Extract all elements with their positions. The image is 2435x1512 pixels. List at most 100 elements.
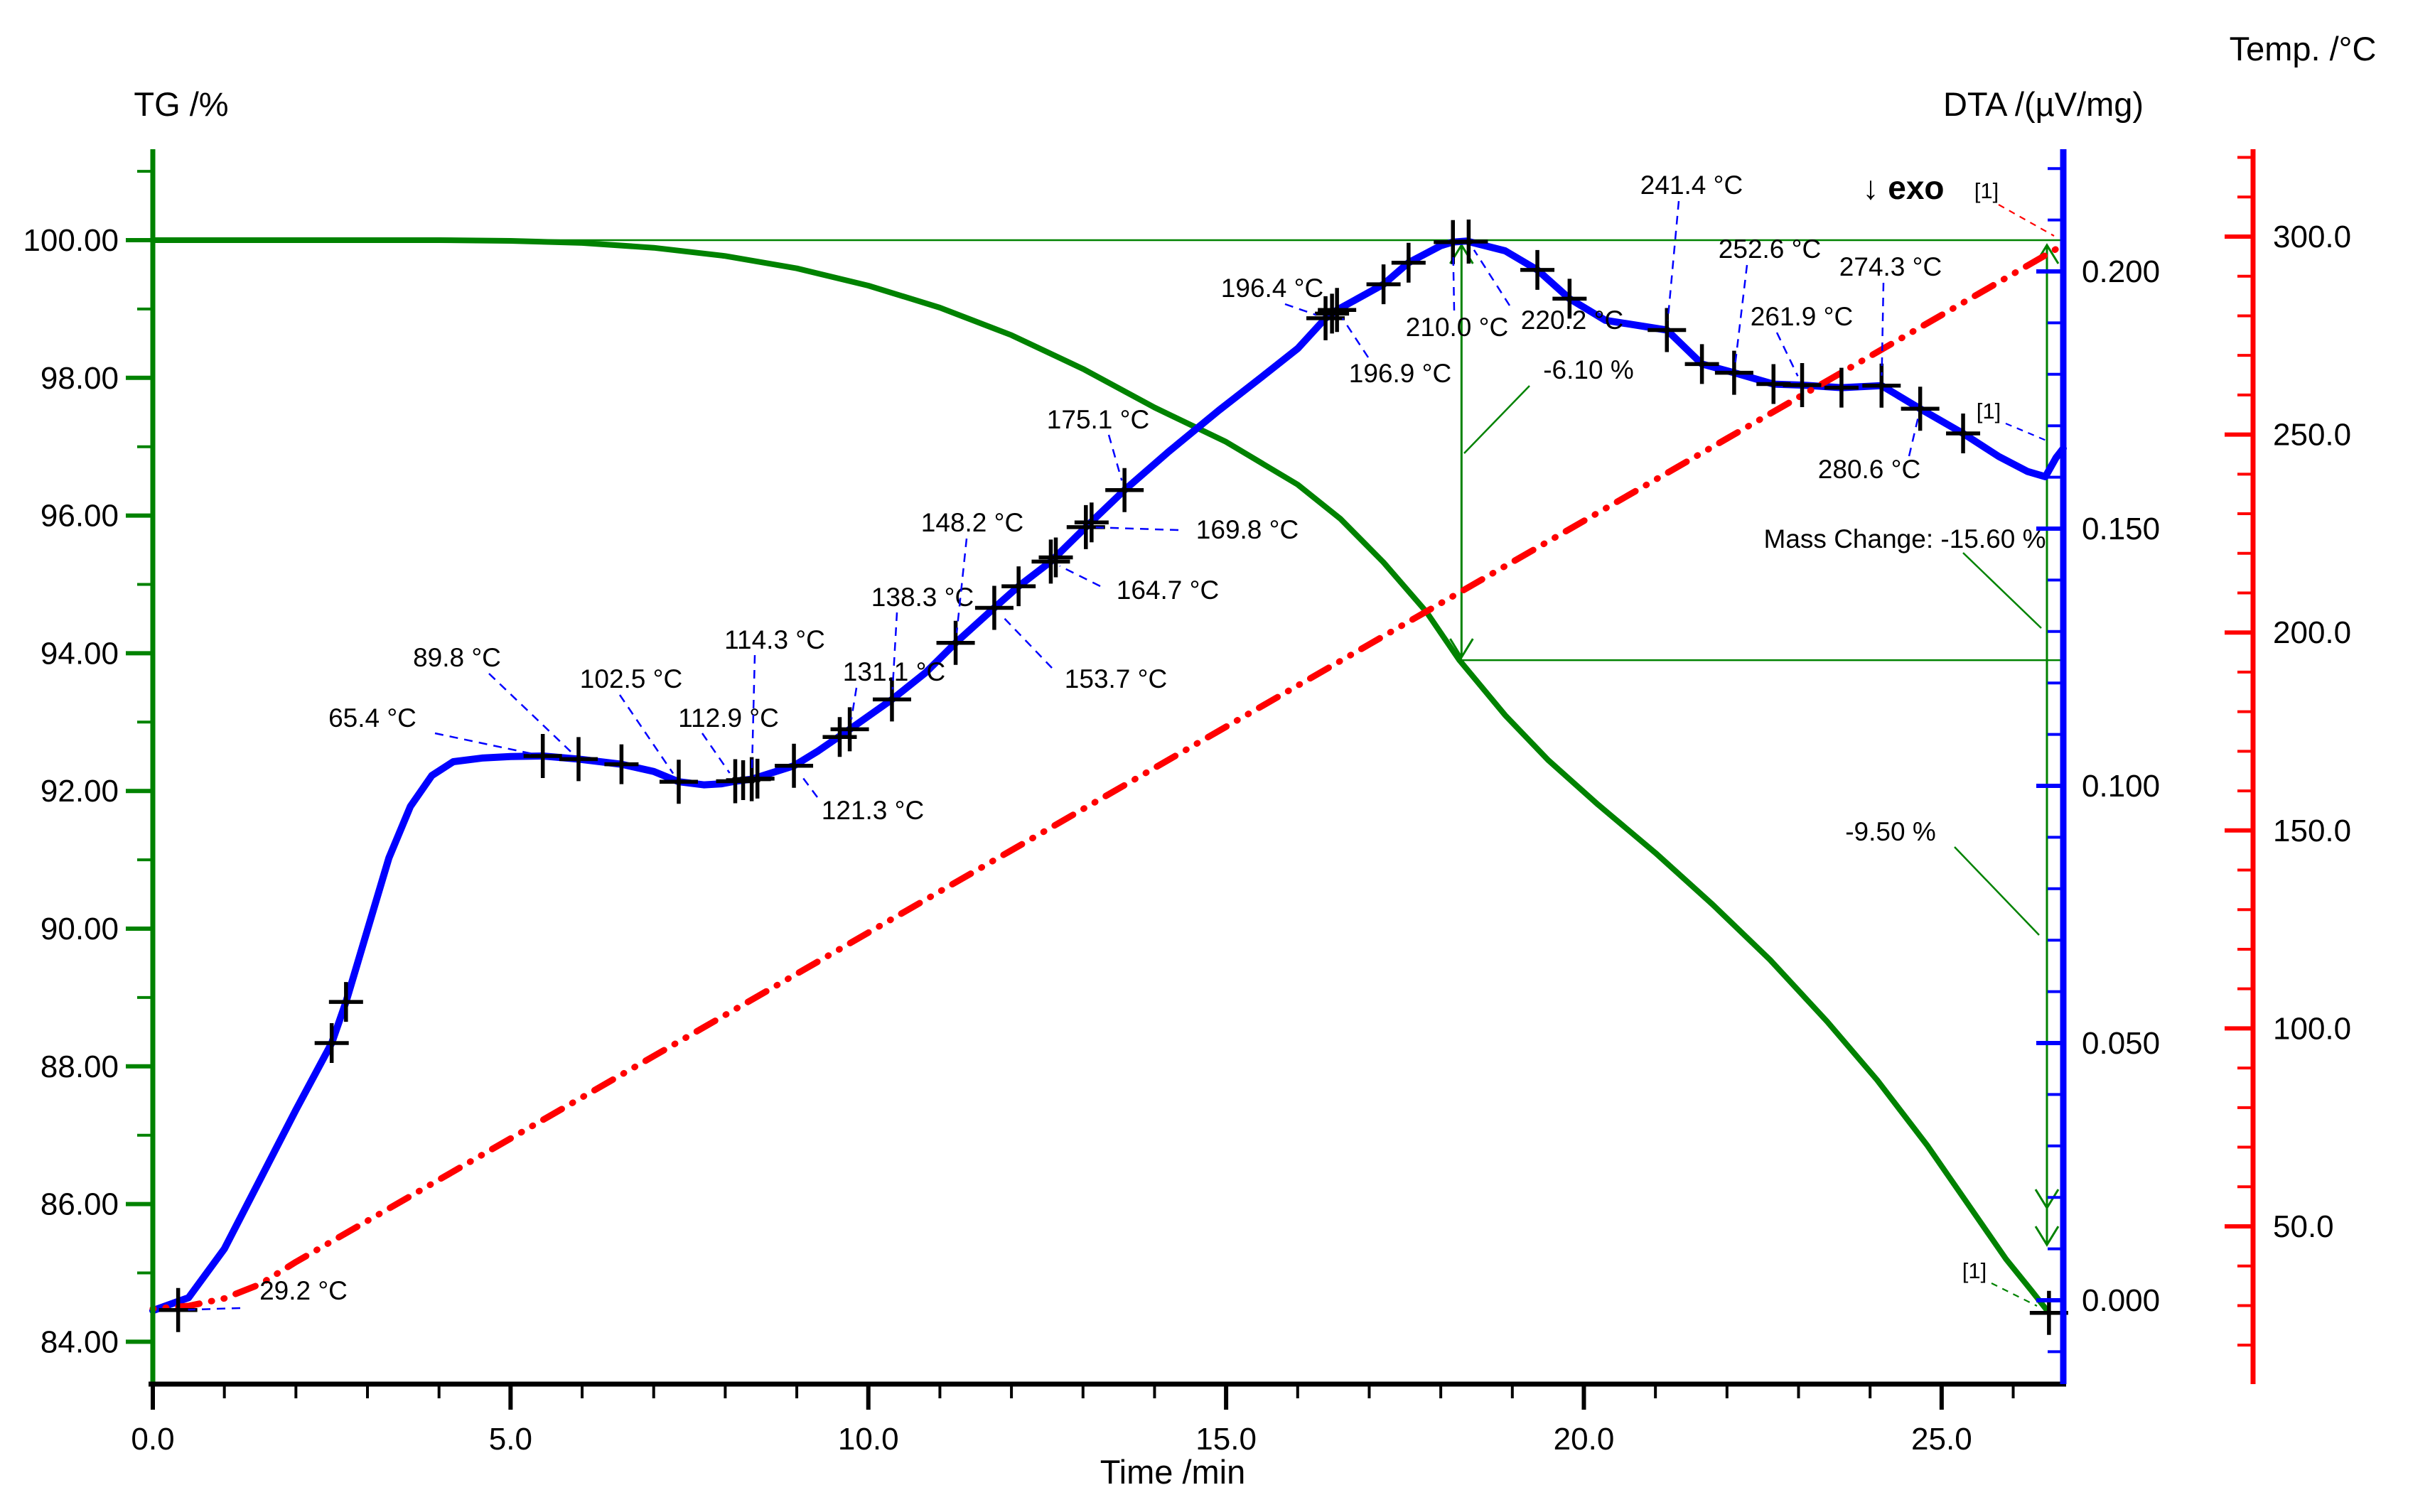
curve-marker — [1074, 502, 1109, 543]
annotation-leader — [1095, 526, 1179, 531]
annotation-leader — [701, 733, 731, 774]
dta-axis-title: DTA /(µV/mg) — [1943, 85, 2144, 123]
temp-annotation: 280.6 °C — [1818, 455, 1920, 484]
curve-marker — [559, 737, 598, 782]
annotation-leader — [751, 654, 756, 770]
mass-change-label: -6.10 % — [1543, 355, 1634, 384]
tg-tick-label: 88.00 — [41, 1049, 119, 1084]
x-tick-label: 25.0 — [1911, 1422, 1972, 1457]
temp-annotation: 175.1 °C — [1047, 405, 1149, 434]
temp-annotation: 138.3 °C — [871, 583, 974, 612]
curve-marker — [1901, 387, 1940, 431]
curve-marker — [830, 707, 869, 752]
temp-annotation: 210.0 °C — [1406, 313, 1508, 342]
curve-marker — [1684, 344, 1719, 384]
temp-annotation: 102.5 °C — [580, 664, 682, 693]
temp-annotation: 196.4 °C — [1221, 274, 1323, 303]
curve-marker — [1031, 539, 1070, 584]
curve-end-leader — [1998, 204, 2055, 237]
temp-annotation: 29.2 °C — [259, 1276, 348, 1305]
curve-marker — [1105, 468, 1144, 512]
annotation-leader — [1667, 200, 1680, 320]
temp-annotation: 261.9 °C — [1751, 302, 1853, 331]
curve-marker — [1318, 288, 1357, 333]
curve-marker — [1862, 363, 1901, 408]
exo-arrow-label: ↓ exo — [1862, 169, 1944, 206]
temp-annotation: 89.8 °C — [413, 643, 501, 672]
curve-marker — [1366, 264, 1401, 305]
curve-marker — [523, 734, 562, 779]
curve-end-label: [1] — [1974, 178, 1999, 203]
annotation-leader — [1107, 434, 1123, 481]
dta-tick-label: 0.150 — [2082, 512, 2160, 546]
tg-tick-label: 94.00 — [41, 636, 119, 671]
temp-annotation: 65.4 °C — [328, 703, 416, 733]
annotation-leader — [1452, 252, 1456, 311]
tg-axis-title: TG /% — [134, 85, 228, 123]
arrowhead — [1449, 638, 1474, 659]
curve-marker — [1038, 537, 1073, 578]
dta-tick-label: 0.100 — [2082, 769, 2160, 804]
temp-tick-label: 100.0 — [2273, 1011, 2351, 1046]
curve-marker — [1391, 242, 1426, 283]
curve-marker — [872, 677, 911, 722]
curve-marker — [328, 982, 363, 1022]
time-axis-title: Time /min — [1100, 1453, 1246, 1491]
mass-change-label: Mass Change: -15.60 % — [1764, 524, 2046, 554]
curve-end-label: [1] — [1962, 1258, 1987, 1283]
annotation-leader — [1059, 565, 1101, 588]
annotation-leader — [891, 612, 898, 690]
curve-end-leader — [2005, 422, 2050, 443]
curve-marker — [659, 760, 698, 804]
curve-marker — [936, 620, 975, 665]
temp-annotation: 153.7 °C — [1065, 664, 1167, 693]
generated-plot: 29.2 °C 65.4 °C 89.8 °C 102.5 °C 112.9 °C 114… — [23, 149, 2351, 1457]
temp-annotation: 164.7 °C — [1117, 576, 1219, 605]
dta-tick-label: 0.050 — [2082, 1026, 2160, 1061]
tg-tick-label: 96.00 — [41, 499, 119, 534]
tg-curve — [150, 237, 2052, 1316]
curve-marker — [1449, 220, 1488, 264]
annotation-leader — [1473, 249, 1511, 306]
temp-tick-label: 300.0 — [2273, 220, 2351, 254]
curve-marker — [314, 1023, 349, 1063]
x-tick-label: 15.0 — [1195, 1422, 1257, 1457]
arrowhead — [2034, 1226, 2060, 1247]
temp-tick-label: 150.0 — [2273, 814, 2351, 848]
annotation-leader — [1881, 282, 1885, 376]
temp-annotation: 274.3 °C — [1839, 252, 1942, 281]
temp-annotation: 252.6 °C — [1719, 234, 1821, 264]
tg-tick-label: 98.00 — [41, 361, 119, 396]
tg-tick-label: 90.00 — [41, 912, 119, 946]
tg-tick-label: 92.00 — [41, 774, 119, 809]
temp-annotation: 112.9 °C — [678, 703, 779, 733]
temp-tick-label: 250.0 — [2273, 418, 2351, 453]
dta-curve — [149, 237, 2067, 1314]
curve-marker — [775, 743, 814, 788]
curve-marker — [1647, 308, 1687, 352]
curve-end-label: [1] — [1977, 399, 2001, 423]
annotation-leader — [850, 687, 858, 720]
dta-tick-label: 0.000 — [2082, 1283, 2160, 1318]
x-tick-label: 20.0 — [1554, 1422, 1615, 1457]
temp-annotation: 114.3 °C — [724, 625, 825, 654]
curve-marker — [716, 759, 755, 804]
curve-marker — [974, 585, 1014, 630]
tg-tick-label: 100.00 — [23, 223, 119, 258]
temp-annotation: 148.2 °C — [921, 508, 1023, 537]
annotation-leader — [618, 694, 674, 774]
temp-annotation: 220.2 °C — [1521, 306, 1623, 335]
x-tick-label: 10.0 — [838, 1422, 899, 1457]
curve-marker — [1001, 566, 1036, 607]
annotation-leader — [799, 773, 819, 798]
tg-tick-label: 84.00 — [41, 1324, 119, 1359]
temp-axis-title: Temp. /°C — [2230, 30, 2377, 68]
arrowhead — [2034, 1189, 2060, 1210]
temp-annotation: 121.3 °C — [822, 796, 924, 825]
curve-marker — [1783, 363, 1822, 408]
x-tick-label: 5.0 — [489, 1422, 532, 1457]
annotation-leader — [1775, 332, 1799, 377]
curve-marker — [1946, 414, 1981, 454]
annotation-leader — [1341, 318, 1370, 358]
